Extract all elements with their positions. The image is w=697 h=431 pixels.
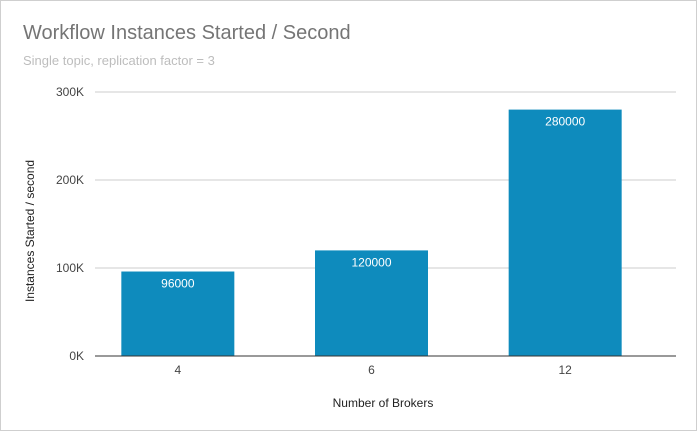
data-label: 280000 (545, 115, 585, 129)
data-label: 120000 (351, 255, 391, 269)
y-tick-label: 100K (56, 261, 84, 275)
x-axis-ticks: 4 6 12 (174, 363, 572, 377)
bars (121, 109, 622, 356)
y-tick-label: 200K (56, 173, 84, 187)
y-tick-label: 300K (56, 85, 84, 99)
y-tick-label: 0K (69, 349, 84, 363)
chart-subtitle: Single topic, replication factor = 3 (23, 53, 215, 68)
bar (508, 109, 622, 356)
data-labels: 96000 120000 280000 (161, 115, 585, 291)
bar (121, 271, 235, 356)
y-axis-title: Instances Started / second (23, 160, 37, 302)
data-label: 96000 (161, 277, 195, 291)
x-tick-label: 12 (558, 363, 572, 377)
x-tick-label: 4 (174, 363, 181, 377)
bar (315, 250, 428, 356)
chart-title: Workflow Instances Started / Second (23, 22, 351, 44)
x-axis-title: Number of Brokers (333, 396, 434, 410)
x-tick-label: 6 (368, 363, 375, 377)
y-axis-ticks: 0K 100K 200K 300K (56, 85, 84, 363)
